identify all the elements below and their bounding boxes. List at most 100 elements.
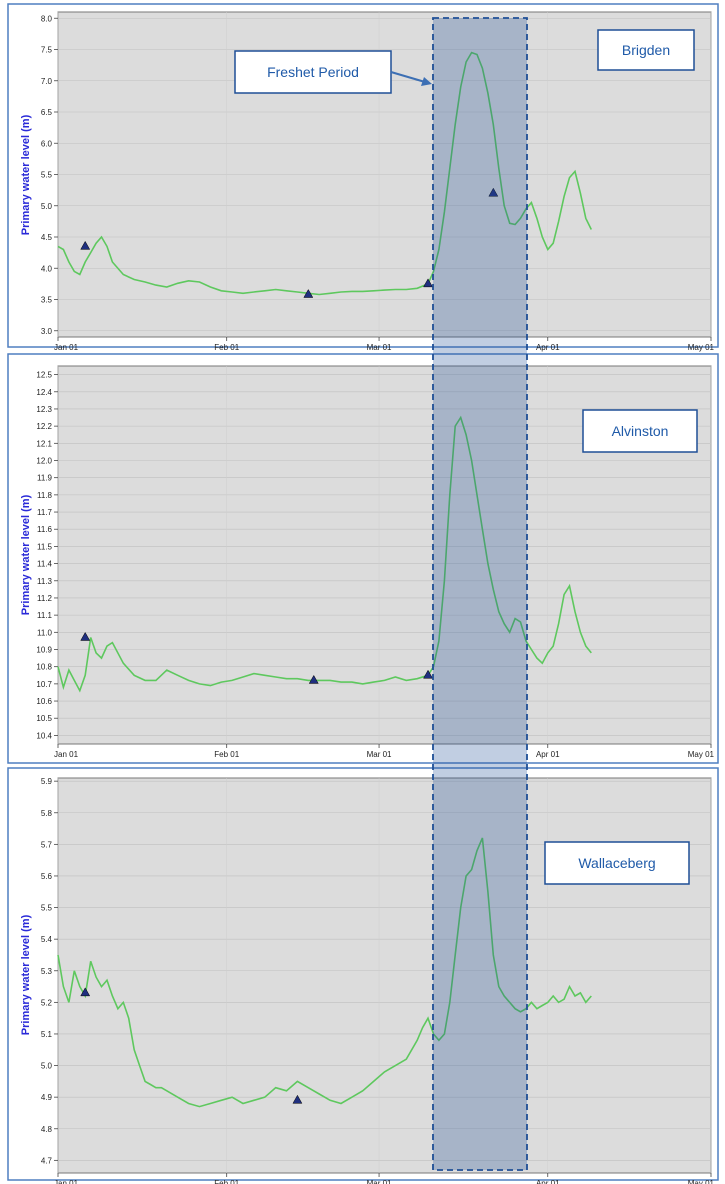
freshet-callout: Freshet Period: [234, 50, 432, 94]
y-tick-label: 10.6: [36, 697, 52, 706]
y-tick-label: 11.2: [37, 594, 53, 603]
data-marker: [80, 987, 91, 997]
y-tick-label: 7.0: [41, 77, 53, 86]
markers: [80, 987, 303, 1104]
y-tick-label: 10.8: [36, 663, 52, 672]
x-tick-label: Jan 01: [54, 1179, 79, 1184]
y-tick-label: 5.7: [41, 840, 53, 849]
y-tick-label: 11.4: [37, 560, 53, 569]
panel-wallaceberg: 4.74.84.95.05.15.25.35.45.55.65.75.85.9 …: [7, 767, 719, 1184]
x-tick-label: Feb 01: [214, 750, 239, 759]
y-tick-label: 4.0: [41, 264, 53, 273]
x-tick-label: Mar 01: [367, 343, 392, 352]
y-tick-label: 4.8: [41, 1125, 53, 1134]
y-tick-label: 7.5: [41, 46, 53, 55]
water-level-line: [57, 51, 593, 296]
x-tick-label: Feb 01: [214, 343, 239, 352]
data-marker: [423, 278, 433, 288]
y-tick-label: 10.5: [36, 714, 52, 723]
water-level-line: [57, 415, 592, 693]
y-axis-title: Primary water level (m): [20, 914, 32, 1035]
station-label: Wallaceberg: [578, 855, 655, 871]
data-marker: [308, 674, 319, 684]
y-tick-label: 11.5: [37, 542, 53, 551]
freshet-period-band: [432, 17, 528, 1171]
x-tick-label: Apr 01: [536, 750, 560, 759]
y-tick-label: 11.9: [37, 474, 53, 483]
x-tick-label: Feb 01: [214, 1179, 239, 1184]
freshet-callout-arrow: [390, 71, 426, 83]
y-tick-label: 11.0: [37, 628, 53, 637]
y-tick-label: 11.3: [37, 577, 53, 586]
y-tick-label: 12.0: [36, 457, 52, 466]
y-tick-label: 5.5: [41, 171, 53, 180]
markers: [80, 187, 499, 298]
x-tick-label: Mar 01: [367, 750, 392, 759]
data-marker: [488, 187, 499, 197]
y-tick-label: 12.1: [36, 439, 52, 448]
station-label: Brigden: [622, 42, 670, 58]
data-marker: [303, 288, 314, 298]
y-tick-label: 5.4: [41, 935, 53, 944]
y-tick-label: 10.4: [36, 731, 52, 740]
plot-area: [57, 777, 712, 1174]
panel-alvinston: 10.4 10.5 10.6 10.7 10.8 10.9 11.0 11.1 11.2 11.3…: [7, 353, 719, 764]
y-tick-label: 5.0: [41, 1062, 53, 1071]
station-label-box: Wallaceberg: [544, 841, 690, 885]
y-tick-label: 12.5: [36, 371, 52, 380]
y-tick-label: 6.5: [41, 108, 53, 117]
y-tick-label: 11.7: [37, 508, 53, 517]
freshet-callout-label: Freshet Period: [267, 64, 359, 80]
freshet-callout-arrowhead: [421, 77, 432, 86]
y-axis: 4.7 4.8 4.9 5.0 5.1 5.2 5.3 5.4 5.5 5.6 5.7 5.8 5.9: [41, 777, 58, 1165]
markers: [80, 631, 433, 684]
x-tick-label: Apr 01: [536, 1179, 560, 1184]
y-tick-label: 12.2: [36, 422, 52, 431]
x-axis: Jan 01 Feb 01 Mar 01 Apr 01 May 01: [54, 744, 715, 759]
y-axis-title: Primary water level (m): [20, 494, 32, 615]
water-level-line: [57, 837, 592, 1108]
y-tick-label: 5.1: [41, 1030, 53, 1039]
y-tick-label: 11.8: [37, 491, 53, 500]
y-tick-label: 4.5: [41, 233, 53, 242]
y-tick-label: 8.0: [41, 14, 53, 23]
grid: [57, 12, 712, 337]
y-tick-label: 4.7: [41, 1156, 53, 1165]
y-axis: 10.4 10.5 10.6 10.7 10.8 10.9 11.0 11.1 11.2 11.3…: [36, 371, 58, 740]
y-tick-label: 12.3: [36, 405, 52, 414]
y-tick-label: 11.6: [37, 525, 53, 534]
y-tick-label: 10.9: [36, 646, 52, 655]
y-tick-label: 5.8: [41, 809, 53, 818]
y-tick-label: 5.3: [41, 967, 53, 976]
y-tick-label: 5.2: [41, 998, 53, 1007]
data-marker: [80, 631, 91, 641]
y-tick-label: 4.9: [41, 1093, 53, 1102]
grid: [57, 366, 712, 744]
y-tick-label: 3.5: [41, 296, 53, 305]
y-tick-label: 5.0: [41, 202, 53, 211]
y-tick-label: 12.4: [36, 388, 52, 397]
data-marker: [292, 1094, 303, 1104]
x-axis: Jan 01 Feb 01 Mar 01 Apr 01 May 01: [54, 337, 715, 352]
x-tick-label: May 01: [688, 343, 715, 352]
x-tick-label: Jan 01: [54, 343, 79, 352]
y-tick-label: 5.6: [41, 872, 53, 881]
data-marker: [80, 240, 91, 250]
x-tick-label: May 01: [688, 750, 715, 759]
x-tick-label: May 01: [688, 1179, 715, 1184]
x-tick-label: Jan 01: [54, 750, 79, 759]
y-tick-label: 5.9: [41, 777, 53, 786]
x-axis: Jan 01 Feb 01 Mar 01 Apr 01 May 01: [54, 1173, 715, 1184]
y-axis-title: Primary water level (m): [20, 114, 32, 235]
y-tick-label: 11.1: [37, 611, 53, 620]
y-tick-label: 5.5: [41, 904, 53, 913]
x-tick-label: Mar 01: [367, 1179, 392, 1184]
data-marker: [423, 669, 433, 679]
y-tick-label: 6.0: [41, 139, 53, 148]
y-tick-label: 10.7: [36, 680, 52, 689]
station-label-box: Alvinston: [582, 409, 698, 453]
y-tick-label: 3.0: [41, 327, 53, 336]
station-label: Alvinston: [612, 423, 669, 439]
x-tick-label: Apr 01: [536, 343, 560, 352]
